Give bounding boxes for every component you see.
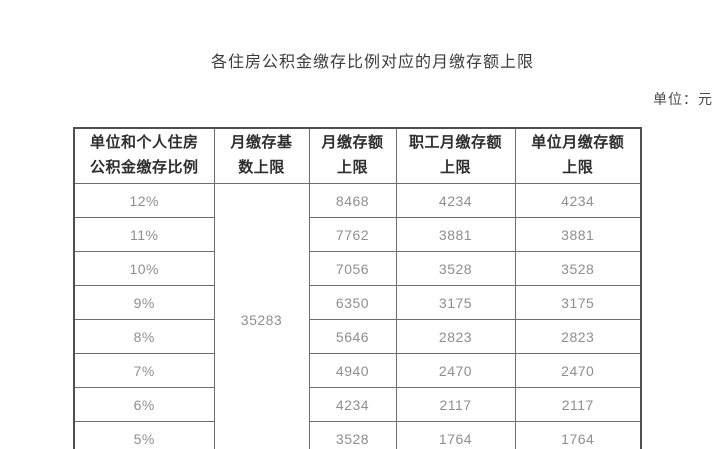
cell-employee-limit: 2117 [395, 387, 516, 422]
cell-employer-limit: 3175 [514, 285, 642, 320]
fund-limit-table-container: 单位和个人住房 公积金缴存比例 月缴存基 数上限 月缴存额 上限 职工月缴存额 … [73, 127, 642, 449]
table-row: 5% 3528 1764 1764 [73, 421, 642, 449]
cell-ratio: 12% [73, 183, 215, 218]
cell-monthly-limit: 7056 [308, 251, 397, 286]
cell-employee-limit: 3528 [395, 251, 516, 286]
cell-employee-limit: 3175 [395, 285, 516, 320]
cell-employer-limit: 2470 [514, 353, 642, 388]
cell-employer-limit: 4234 [514, 183, 642, 218]
cell-ratio: 6% [73, 387, 215, 422]
cell-employer-limit: 3881 [514, 217, 642, 252]
cell-employer-limit: 1764 [514, 421, 642, 449]
cell-ratio: 11% [73, 217, 215, 252]
cell-employee-limit: 4234 [395, 183, 516, 218]
col-header-contribution-ratio: 单位和个人住房 公积金缴存比例 [73, 127, 215, 184]
cell-employee-limit: 3881 [395, 217, 516, 252]
table-row: 8% 5646 2823 2823 [73, 319, 642, 354]
table-row: 11% 7762 3881 3881 [73, 217, 642, 252]
cell-ratio: 9% [73, 285, 215, 320]
table-row: 10% 7056 3528 3528 [73, 251, 642, 286]
cell-employee-limit: 2470 [395, 353, 516, 388]
table-row: 7% 4940 2470 2470 [73, 353, 642, 388]
cell-employer-limit: 2823 [514, 319, 642, 354]
cell-monthly-limit: 8468 [308, 183, 397, 218]
page-title: 各住房公积金缴存比例对应的月缴存额上限 [210, 54, 534, 71]
cell-monthly-limit: 4234 [308, 387, 397, 422]
table-row: 9% 6350 3175 3175 [73, 285, 642, 320]
unit-label: 单位：元 [653, 91, 713, 107]
fund-limit-table: 单位和个人住房 公积金缴存比例 月缴存基 数上限 月缴存额 上限 职工月缴存额 … [73, 127, 642, 449]
table-row: 12% 35283 8468 4234 4234 [73, 183, 642, 449]
cell-ratio: 10% [73, 251, 215, 286]
col-header-base-limit: 月缴存基 数上限 [213, 127, 310, 184]
cell-monthly-limit: 4940 [308, 353, 397, 388]
cell-ratio: 5% [73, 421, 215, 449]
cell-employee-limit: 2823 [395, 319, 516, 354]
col-header-employer-limit: 单位月缴存额 上限 [514, 127, 642, 184]
cell-employer-limit: 2117 [514, 387, 642, 422]
col-header-monthly-limit: 月缴存额 上限 [308, 127, 397, 184]
col-header-employee-limit: 职工月缴存额 上限 [395, 127, 516, 184]
cell-employer-limit: 3528 [514, 251, 642, 286]
cell-monthly-limit: 3528 [308, 421, 397, 449]
header-row: 单位和个人住房 公积金缴存比例 月缴存基 数上限 月缴存额 上限 职工月缴存额 … [73, 127, 642, 184]
cell-monthly-limit: 7762 [308, 217, 397, 252]
cell-monthly-limit: 5646 [308, 319, 397, 354]
cell-ratio: 7% [73, 353, 215, 388]
cell-monthly-limit: 6350 [308, 285, 397, 320]
cell-base-limit: 35283 [213, 183, 310, 449]
table-row: 6% 4234 2117 2117 [73, 387, 642, 422]
cell-ratio: 8% [73, 319, 215, 354]
cell-employee-limit: 1764 [395, 421, 516, 449]
